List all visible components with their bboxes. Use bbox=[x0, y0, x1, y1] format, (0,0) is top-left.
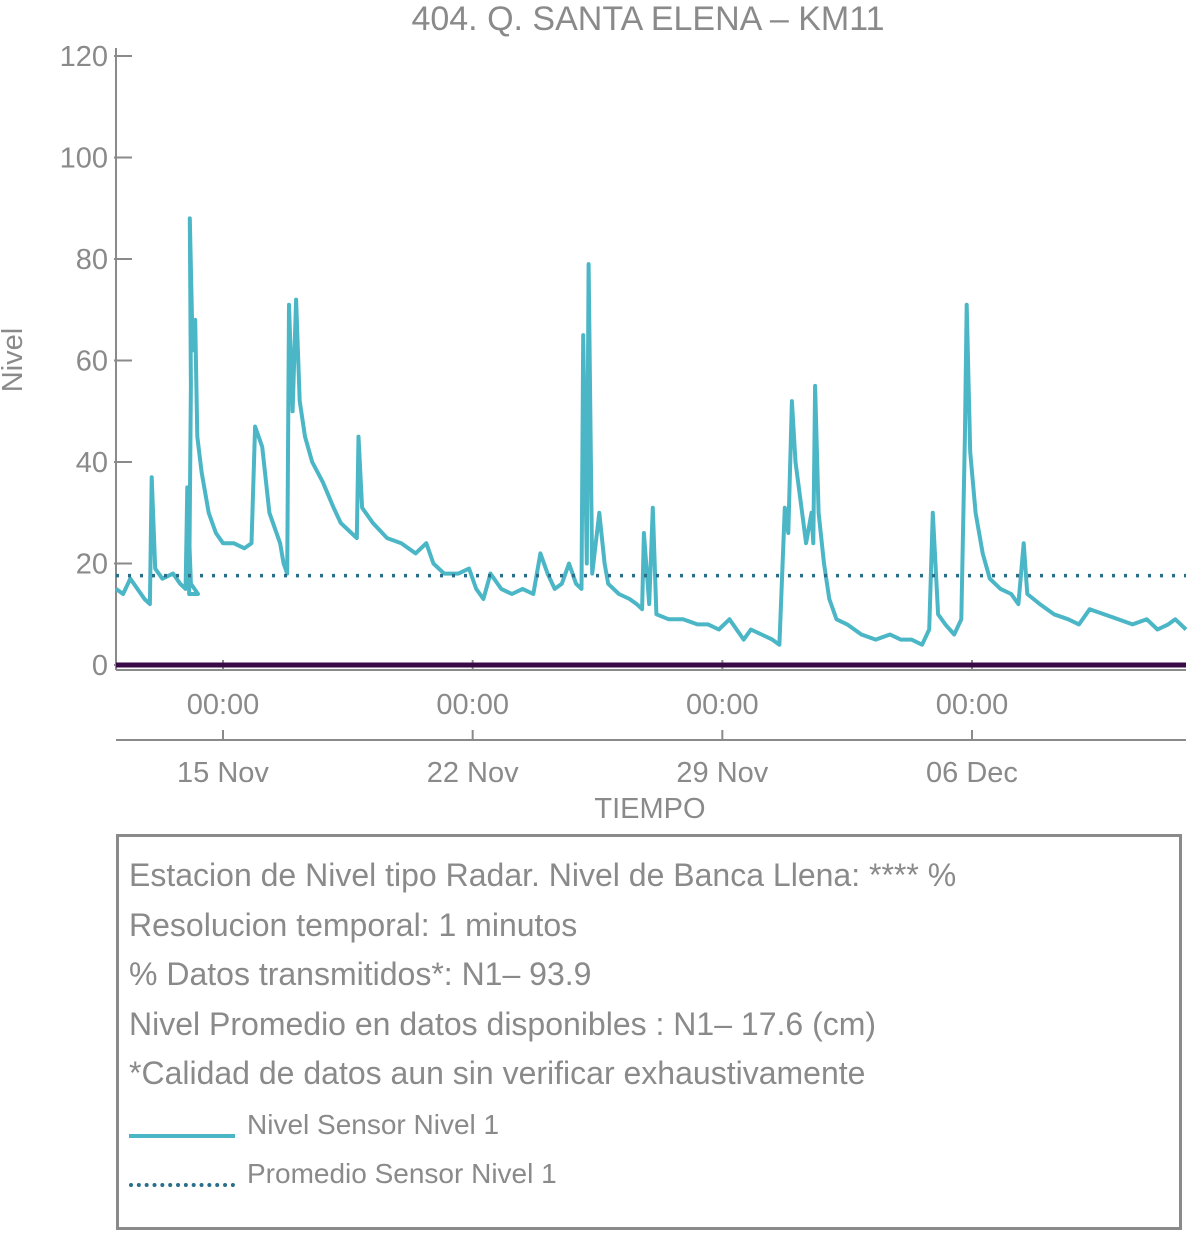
x-axis-label: TIEMPO bbox=[594, 793, 705, 825]
plot-area bbox=[114, 216, 1188, 668]
x-tick-date-label: 29 Nov bbox=[676, 757, 768, 789]
level-chart: 404. Q. SANTA ELENA – KM11 Nivel TIEMPO … bbox=[0, 0, 1188, 825]
y-axis-label: Nivel bbox=[0, 328, 29, 392]
info-station-line: Estacion de Nivel tipo Radar. Nivel de B… bbox=[129, 857, 957, 893]
y-tick-label: 60 bbox=[76, 346, 108, 378]
y-tick-label: 80 bbox=[76, 244, 108, 276]
legend-dotted-swatch bbox=[129, 1183, 235, 1187]
chart-title: 404. Q. SANTA ELENA – KM11 bbox=[411, 0, 884, 38]
y-tick-label: 40 bbox=[76, 447, 108, 479]
legend-solid-swatch bbox=[129, 1134, 235, 1138]
x-tick-time-label: 00:00 bbox=[686, 689, 759, 721]
info-transmitted-line: % Datos transmitidos*: N1– 93.9 bbox=[129, 956, 592, 992]
x-tick-date-label: 06 Dec bbox=[926, 757, 1018, 789]
info-resolution-line: Resolucion temporal: 1 minutos bbox=[129, 907, 578, 943]
legend-level-label: Nivel Sensor Nivel 1 bbox=[247, 1109, 500, 1140]
legend-mean-label: Promedio Sensor Nivel 1 bbox=[247, 1158, 557, 1189]
series-level-line bbox=[114, 216, 1188, 647]
x-tick-date-label: 15 Nov bbox=[177, 757, 269, 789]
x-tick-date-label: 22 Nov bbox=[427, 757, 519, 789]
info-box: Estacion de Nivel tipo Radar. Nivel de B… bbox=[116, 834, 1182, 1230]
info-quality-line: *Calidad de datos aun sin verificar exha… bbox=[129, 1055, 866, 1091]
y-tick-label: 0 bbox=[92, 650, 108, 682]
y-tick-label: 20 bbox=[76, 549, 108, 581]
x-tick-time-label: 00:00 bbox=[936, 689, 1009, 721]
x-tick-time-label: 00:00 bbox=[187, 689, 260, 721]
y-tick-label: 100 bbox=[60, 143, 108, 175]
x-ticks: 00:00 15 Nov 00:00 22 Nov 00:00 29 Nov 00:00 06… bbox=[177, 660, 1018, 789]
y-tick-label: 120 bbox=[60, 41, 108, 73]
y-ticks: 0 20 40 60 80 100 120 bbox=[60, 41, 132, 682]
x-tick-time-label: 00:00 bbox=[436, 689, 509, 721]
info-mean-line: Nivel Promedio en datos disponibles : N1… bbox=[129, 1006, 877, 1042]
